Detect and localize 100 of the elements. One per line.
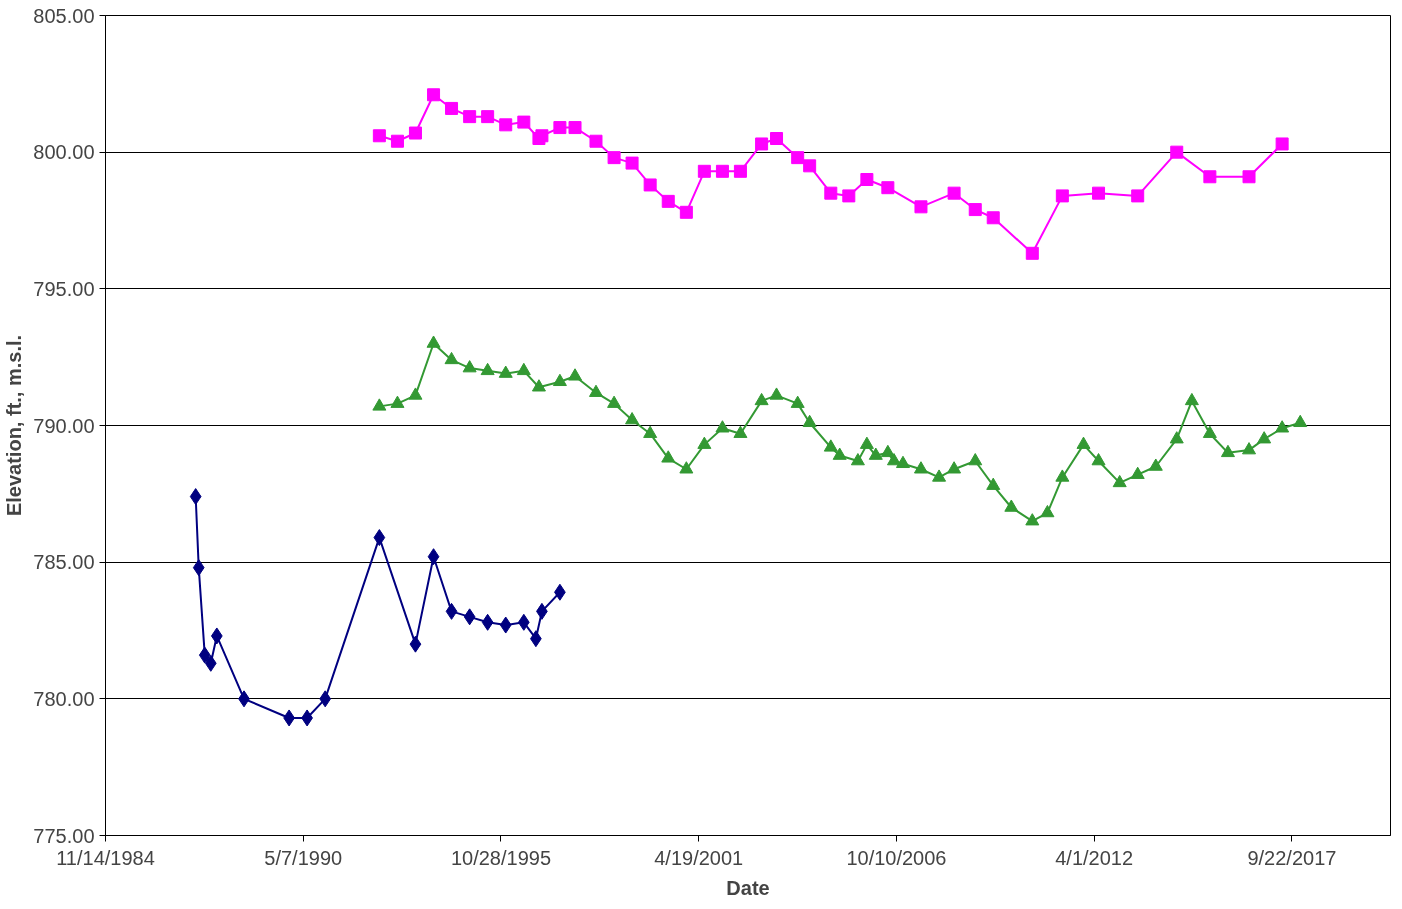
point <box>1242 442 1257 455</box>
y-axis-title: Elevation, ft., m.s.l. <box>3 334 26 517</box>
point <box>880 444 895 458</box>
point <box>643 425 658 438</box>
point <box>444 351 459 365</box>
point <box>445 101 459 115</box>
point <box>802 414 817 428</box>
point <box>850 453 865 466</box>
point <box>552 373 567 387</box>
point <box>832 447 847 460</box>
point <box>914 200 928 214</box>
point <box>661 194 675 208</box>
y-tick-label: 800.00 <box>33 141 95 164</box>
point <box>679 205 693 219</box>
point <box>568 368 583 381</box>
point <box>499 118 513 132</box>
point <box>607 151 621 165</box>
point <box>1148 458 1163 471</box>
point <box>697 164 711 178</box>
point <box>679 461 694 474</box>
point <box>1275 137 1289 151</box>
point <box>607 395 622 408</box>
point <box>588 384 603 397</box>
point <box>1025 513 1040 526</box>
point <box>643 178 657 192</box>
point <box>1202 425 1217 438</box>
point <box>842 189 856 203</box>
point <box>589 134 603 148</box>
point <box>1112 474 1127 488</box>
point <box>408 126 422 140</box>
point <box>390 395 405 408</box>
x-tick-label: 10/10/2006 <box>846 846 947 869</box>
x-tick-label: 4/1/2012 <box>1055 846 1134 869</box>
point <box>968 453 983 466</box>
point <box>715 164 729 178</box>
point <box>754 392 769 406</box>
point <box>516 362 531 376</box>
point <box>1257 431 1272 444</box>
point <box>895 455 910 469</box>
point <box>408 387 423 400</box>
x-tick-label: 9/22/2017 <box>1247 846 1337 869</box>
x-tick-label: 11/14/1984 <box>56 846 155 869</box>
point <box>531 379 546 392</box>
point <box>881 181 895 195</box>
point <box>769 387 784 400</box>
point <box>1025 246 1039 260</box>
x-tick-label: 10/28/1995 <box>450 846 552 869</box>
point <box>390 134 404 148</box>
point <box>625 156 639 170</box>
point <box>372 398 387 411</box>
point <box>932 469 947 482</box>
point <box>1220 444 1235 458</box>
point <box>947 461 962 474</box>
point <box>1275 420 1290 433</box>
point <box>1055 469 1070 482</box>
point <box>481 110 495 124</box>
point <box>733 164 747 178</box>
point <box>661 450 676 463</box>
point <box>553 121 567 135</box>
point <box>480 362 495 376</box>
point <box>770 132 784 145</box>
point <box>625 412 640 425</box>
y-tick-label: 780.00 <box>33 687 95 710</box>
point <box>1203 170 1217 184</box>
point <box>1131 189 1145 203</box>
y-tick-label: 775.00 <box>33 824 95 847</box>
point <box>1055 189 1069 203</box>
point <box>568 121 582 135</box>
point <box>968 203 982 217</box>
point <box>715 420 730 433</box>
point <box>1004 499 1019 512</box>
x-tick-label: 4/19/2001 <box>654 846 744 869</box>
point <box>791 151 805 165</box>
point <box>427 88 441 102</box>
x-axis-title: Date <box>726 876 770 899</box>
point <box>824 186 838 200</box>
y-tick-label: 795.00 <box>33 277 95 300</box>
point <box>886 453 901 466</box>
y-tick-label: 805.00 <box>33 4 95 27</box>
point <box>517 115 531 129</box>
point <box>986 477 1001 490</box>
point <box>1170 145 1184 159</box>
point <box>803 159 817 173</box>
point <box>1130 466 1145 479</box>
point <box>986 211 1000 225</box>
point <box>697 436 712 449</box>
point <box>1076 436 1091 449</box>
point <box>1040 504 1055 518</box>
point <box>1169 431 1184 444</box>
point <box>947 186 961 200</box>
point <box>790 395 805 408</box>
point <box>1184 392 1199 406</box>
y-tick-label: 790.00 <box>33 414 95 437</box>
x-tick-label: 5/7/1990 <box>264 846 343 869</box>
point <box>868 447 883 460</box>
point <box>913 461 928 474</box>
point <box>498 365 513 378</box>
point <box>1091 453 1106 466</box>
point <box>1242 170 1256 184</box>
point <box>372 129 386 143</box>
